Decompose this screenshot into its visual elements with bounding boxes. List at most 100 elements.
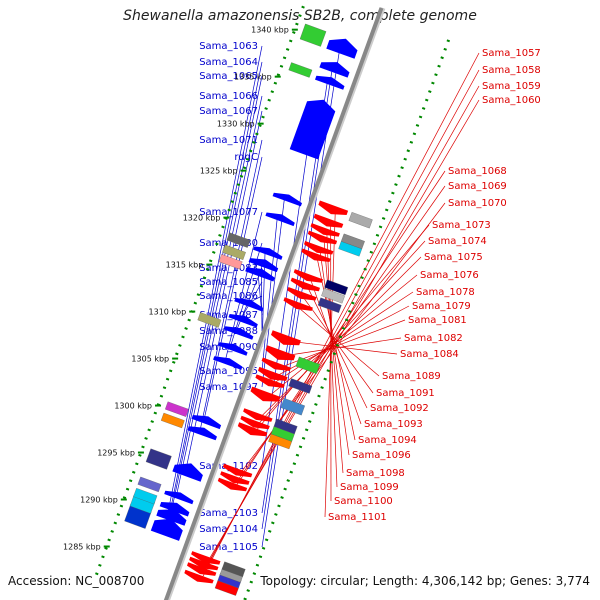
reverse-gene-Sama_1058[interactable]: [187, 562, 217, 576]
gene-label-Sama_1089[interactable]: Sama_1089: [382, 371, 441, 382]
gene-label-Sama_1078[interactable]: Sama_1078: [416, 287, 475, 298]
reverse-gene-Sama_1075[interactable]: [243, 408, 273, 422]
gene-label-Sama_1066[interactable]: Sama_1066: [199, 91, 258, 102]
gene-label-Sama_1060[interactable]: Sama_1060: [482, 95, 541, 106]
forward-gene-Sama_1097[interactable]: [272, 192, 302, 207]
gene-label-Sama_1064[interactable]: Sama_1064: [199, 57, 258, 68]
reverse-gene-Sama_1079[interactable]: [258, 366, 288, 381]
reverse-gene-Sama_1092[interactable]: [290, 277, 320, 292]
reverse-gene-Sama_1070[interactable]: [222, 463, 253, 478]
forward-gene-Sama_1071[interactable]: [187, 426, 217, 441]
gene-label-Sama_1098[interactable]: Sama_1098: [346, 468, 405, 479]
reverse-gene-Sama_1057[interactable]: [184, 569, 214, 584]
gene-label-Sama_1081[interactable]: Sama_1081: [408, 315, 467, 326]
gene-label-Sama_1074[interactable]: Sama_1074: [428, 236, 487, 247]
gene-label-Sama_1088[interactable]: Sama_1088: [199, 326, 258, 337]
gene-label-Sama_1067[interactable]: Sama_1067: [199, 106, 258, 117]
reverse-gene-Sama_1098[interactable]: [307, 230, 338, 245]
reverse-gene-Sama_1094[interactable]: [301, 248, 331, 263]
reverse-gene-Sama_1101[interactable]: [318, 200, 349, 216]
gene-label-Sama_1087[interactable]: Sama_1087: [199, 310, 258, 321]
gene-label-Sama_1082[interactable]: Sama_1082: [404, 333, 463, 344]
gene-label-Sama_1075[interactable]: Sama_1075: [424, 252, 483, 263]
gene-label-Sama_1068[interactable]: Sama_1068: [448, 166, 507, 177]
reverse-gene-Sama_1068[interactable]: [217, 477, 248, 492]
gene-label-Sama_1083[interactable]: Sama_1083: [199, 263, 258, 274]
forward-gene-Sama_1105[interactable]: [326, 38, 358, 59]
gene-label-Sama_1079[interactable]: Sama_1079: [412, 301, 471, 312]
gene-label-Sama_1071[interactable]: Sama_1071: [199, 135, 258, 146]
forward-gene-Sama_1087[interactable]: [245, 267, 275, 282]
reverse-gene-Sama_1100[interactable]: [313, 213, 344, 228]
reverse-gene-Sama_1073[interactable]: [237, 422, 268, 437]
forward-gene-Sama_1083[interactable]: [224, 326, 254, 340]
gene-label-Sama_1084[interactable]: Sama_1084: [400, 349, 459, 360]
cog-category-box: [221, 561, 246, 577]
reverse-gene-Sama_1060[interactable]: [191, 551, 221, 565]
forward-gene-Sama_1080[interactable]: [218, 342, 248, 356]
gene-label-Sama_1069[interactable]: Sama_1069: [448, 181, 507, 192]
forward-gene-Sama_1090[interactable]: [253, 246, 283, 260]
gene-label-Sama_1076[interactable]: Sama_1076: [420, 270, 479, 281]
reverse-gene-Sama_1096[interactable]: [304, 241, 334, 255]
topology-text: Topology: circular; Length: 4,306,142 bp…: [260, 574, 590, 588]
gene-label-Sama_1063[interactable]: Sama_1063: [199, 41, 258, 52]
forward-gene-Sama_1077[interactable]: [213, 356, 243, 370]
forward-gene-Sama_1065[interactable]: [159, 502, 190, 517]
gene-label-Sama_1103[interactable]: Sama_1103: [199, 508, 258, 519]
cog-category-box: [288, 378, 313, 394]
gene-label-Sama_1086[interactable]: Sama_1086: [199, 291, 258, 302]
reverse-gene-Sama_1084[interactable]: [271, 330, 301, 346]
gene-label-Sama_1058[interactable]: Sama_1058: [482, 65, 541, 76]
gene-leader-line: [271, 291, 414, 385]
gene-label-Sama_1093[interactable]: Sama_1093: [364, 419, 423, 430]
gene-label-Sama_1059[interactable]: Sama_1059: [482, 81, 541, 92]
reverse-gene-Sama_1069[interactable]: [220, 471, 250, 485]
forward-gene-rdgC[interactable]: [191, 415, 222, 430]
reverse-gene-Sama_1074[interactable]: [240, 415, 270, 430]
forward-gene-Sama_1063[interactable]: [150, 518, 183, 541]
reverse-gene-Sama_1076[interactable]: [250, 386, 281, 402]
reverse-gene-Sama_1099[interactable]: [310, 223, 340, 237]
gene-label-Sama_1070[interactable]: Sama_1070: [448, 198, 507, 209]
ruler-label: 1330 kbp: [217, 120, 255, 129]
gene-label-Sama_1097[interactable]: Sama_1097: [199, 382, 258, 393]
gene-label-Sama_1099[interactable]: Sama_1099: [340, 482, 399, 493]
reverse-gene-Sama_1089[interactable]: [283, 297, 313, 311]
forward-gene-Sama_1064[interactable]: [156, 509, 187, 526]
gene-label-Sama_1080[interactable]: Sama_1080: [199, 238, 258, 249]
gene-label-Sama_1077[interactable]: Sama_1077: [199, 207, 258, 218]
cog-category-box: [222, 244, 246, 260]
forward-gene-Sama_1103[interactable]: [315, 75, 345, 90]
forward-gene-Sama_1102[interactable]: [289, 99, 336, 160]
forward-gene-Sama_1085[interactable]: [228, 314, 258, 328]
forward-gene-Sama_1067[interactable]: [172, 463, 203, 482]
gene-label-Sama_1104[interactable]: Sama_1104: [199, 524, 258, 535]
forward-gene-Sama_1088[interactable]: [248, 258, 279, 273]
forward-gene-Sama_1095[interactable]: [265, 212, 295, 227]
reverse-gene-Sama_1059[interactable]: [189, 556, 219, 571]
ruler-label: 1290 kbp: [80, 496, 118, 505]
reverse-gene-Sama_1093[interactable]: [293, 269, 324, 283]
gene-label-Sama_1085[interactable]: Sama_1085: [199, 277, 258, 288]
gene-label-Sama_1105[interactable]: Sama_1105: [199, 542, 258, 553]
forward-gene-Sama_1086[interactable]: [234, 298, 264, 312]
reverse-gene-Sama_1091[interactable]: [287, 287, 317, 301]
reverse-gene-Sama_1081[interactable]: [261, 357, 291, 372]
gene-label-Sama_1094[interactable]: Sama_1094: [358, 435, 417, 446]
gene-label-Sama_1100[interactable]: Sama_1100: [334, 496, 393, 507]
gene-label-Sama_1057[interactable]: Sama_1057: [482, 48, 541, 59]
gene-label-Sama_1092[interactable]: Sama_1092: [370, 403, 429, 414]
forward-gene-Sama_1066[interactable]: [164, 490, 194, 505]
gene-label-Sama_1073[interactable]: Sama_1073: [432, 220, 491, 231]
gene-label-Sama_1091[interactable]: Sama_1091: [376, 388, 435, 399]
cog-category-box: [341, 233, 365, 249]
gene-label-Sama_1101[interactable]: Sama_1101: [328, 512, 387, 523]
gene-label-Sama_1095[interactable]: Sama_1095: [199, 366, 258, 377]
reverse-gene-Sama_1082[interactable]: [265, 345, 296, 361]
forward-gene-Sama_1104[interactable]: [319, 62, 350, 78]
gene-label-Sama_1065[interactable]: Sama_1065: [199, 71, 258, 82]
reverse-gene-Sama_1078[interactable]: [255, 374, 285, 388]
gene-label-Sama_1096[interactable]: Sama_1096: [352, 450, 411, 461]
gene-label-rdgC[interactable]: rdgC: [234, 152, 258, 163]
